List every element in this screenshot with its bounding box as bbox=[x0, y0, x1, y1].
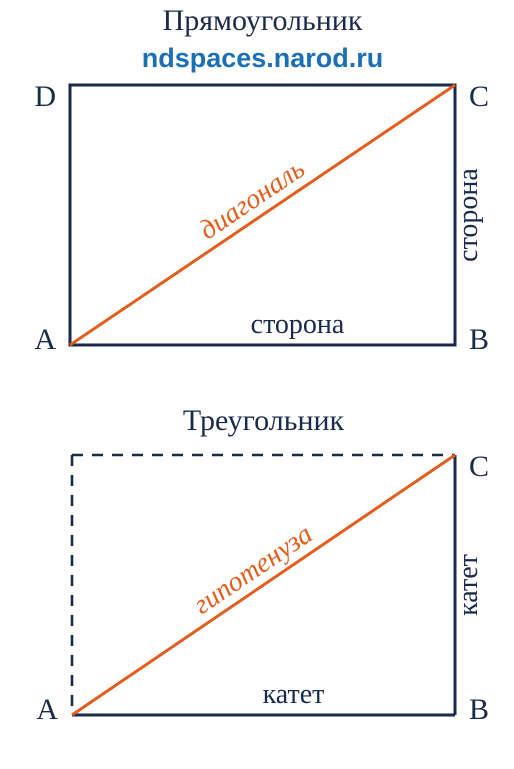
vertex-D: D bbox=[34, 80, 56, 113]
vertex-C: C bbox=[469, 80, 489, 113]
triangle-leg-bottom-label: катет bbox=[263, 679, 325, 710]
triangle-hypotenuse-label: гипотенуза bbox=[188, 519, 318, 621]
rectangle-side-right-label: сторона bbox=[453, 168, 484, 262]
vertex-A: A bbox=[34, 323, 56, 356]
tri-vertex-C: C bbox=[469, 450, 489, 483]
triangle-hypotenuse bbox=[72, 455, 455, 715]
rectangle-title: Прямоугольник bbox=[163, 4, 363, 37]
triangle-title: Треугольник bbox=[183, 404, 345, 437]
tri-vertex-A: A bbox=[36, 693, 58, 726]
rectangle-diagonal bbox=[70, 85, 455, 345]
rectangle-diagonal-label: диагональ bbox=[194, 153, 311, 246]
source-url: ndspaces.narod.ru bbox=[142, 43, 384, 73]
tri-vertex-B: B bbox=[469, 693, 489, 726]
vertex-B: B bbox=[469, 323, 489, 356]
rectangle-side-bottom-label: сторона bbox=[251, 309, 345, 340]
triangle-leg-right-label: катет bbox=[453, 554, 484, 616]
